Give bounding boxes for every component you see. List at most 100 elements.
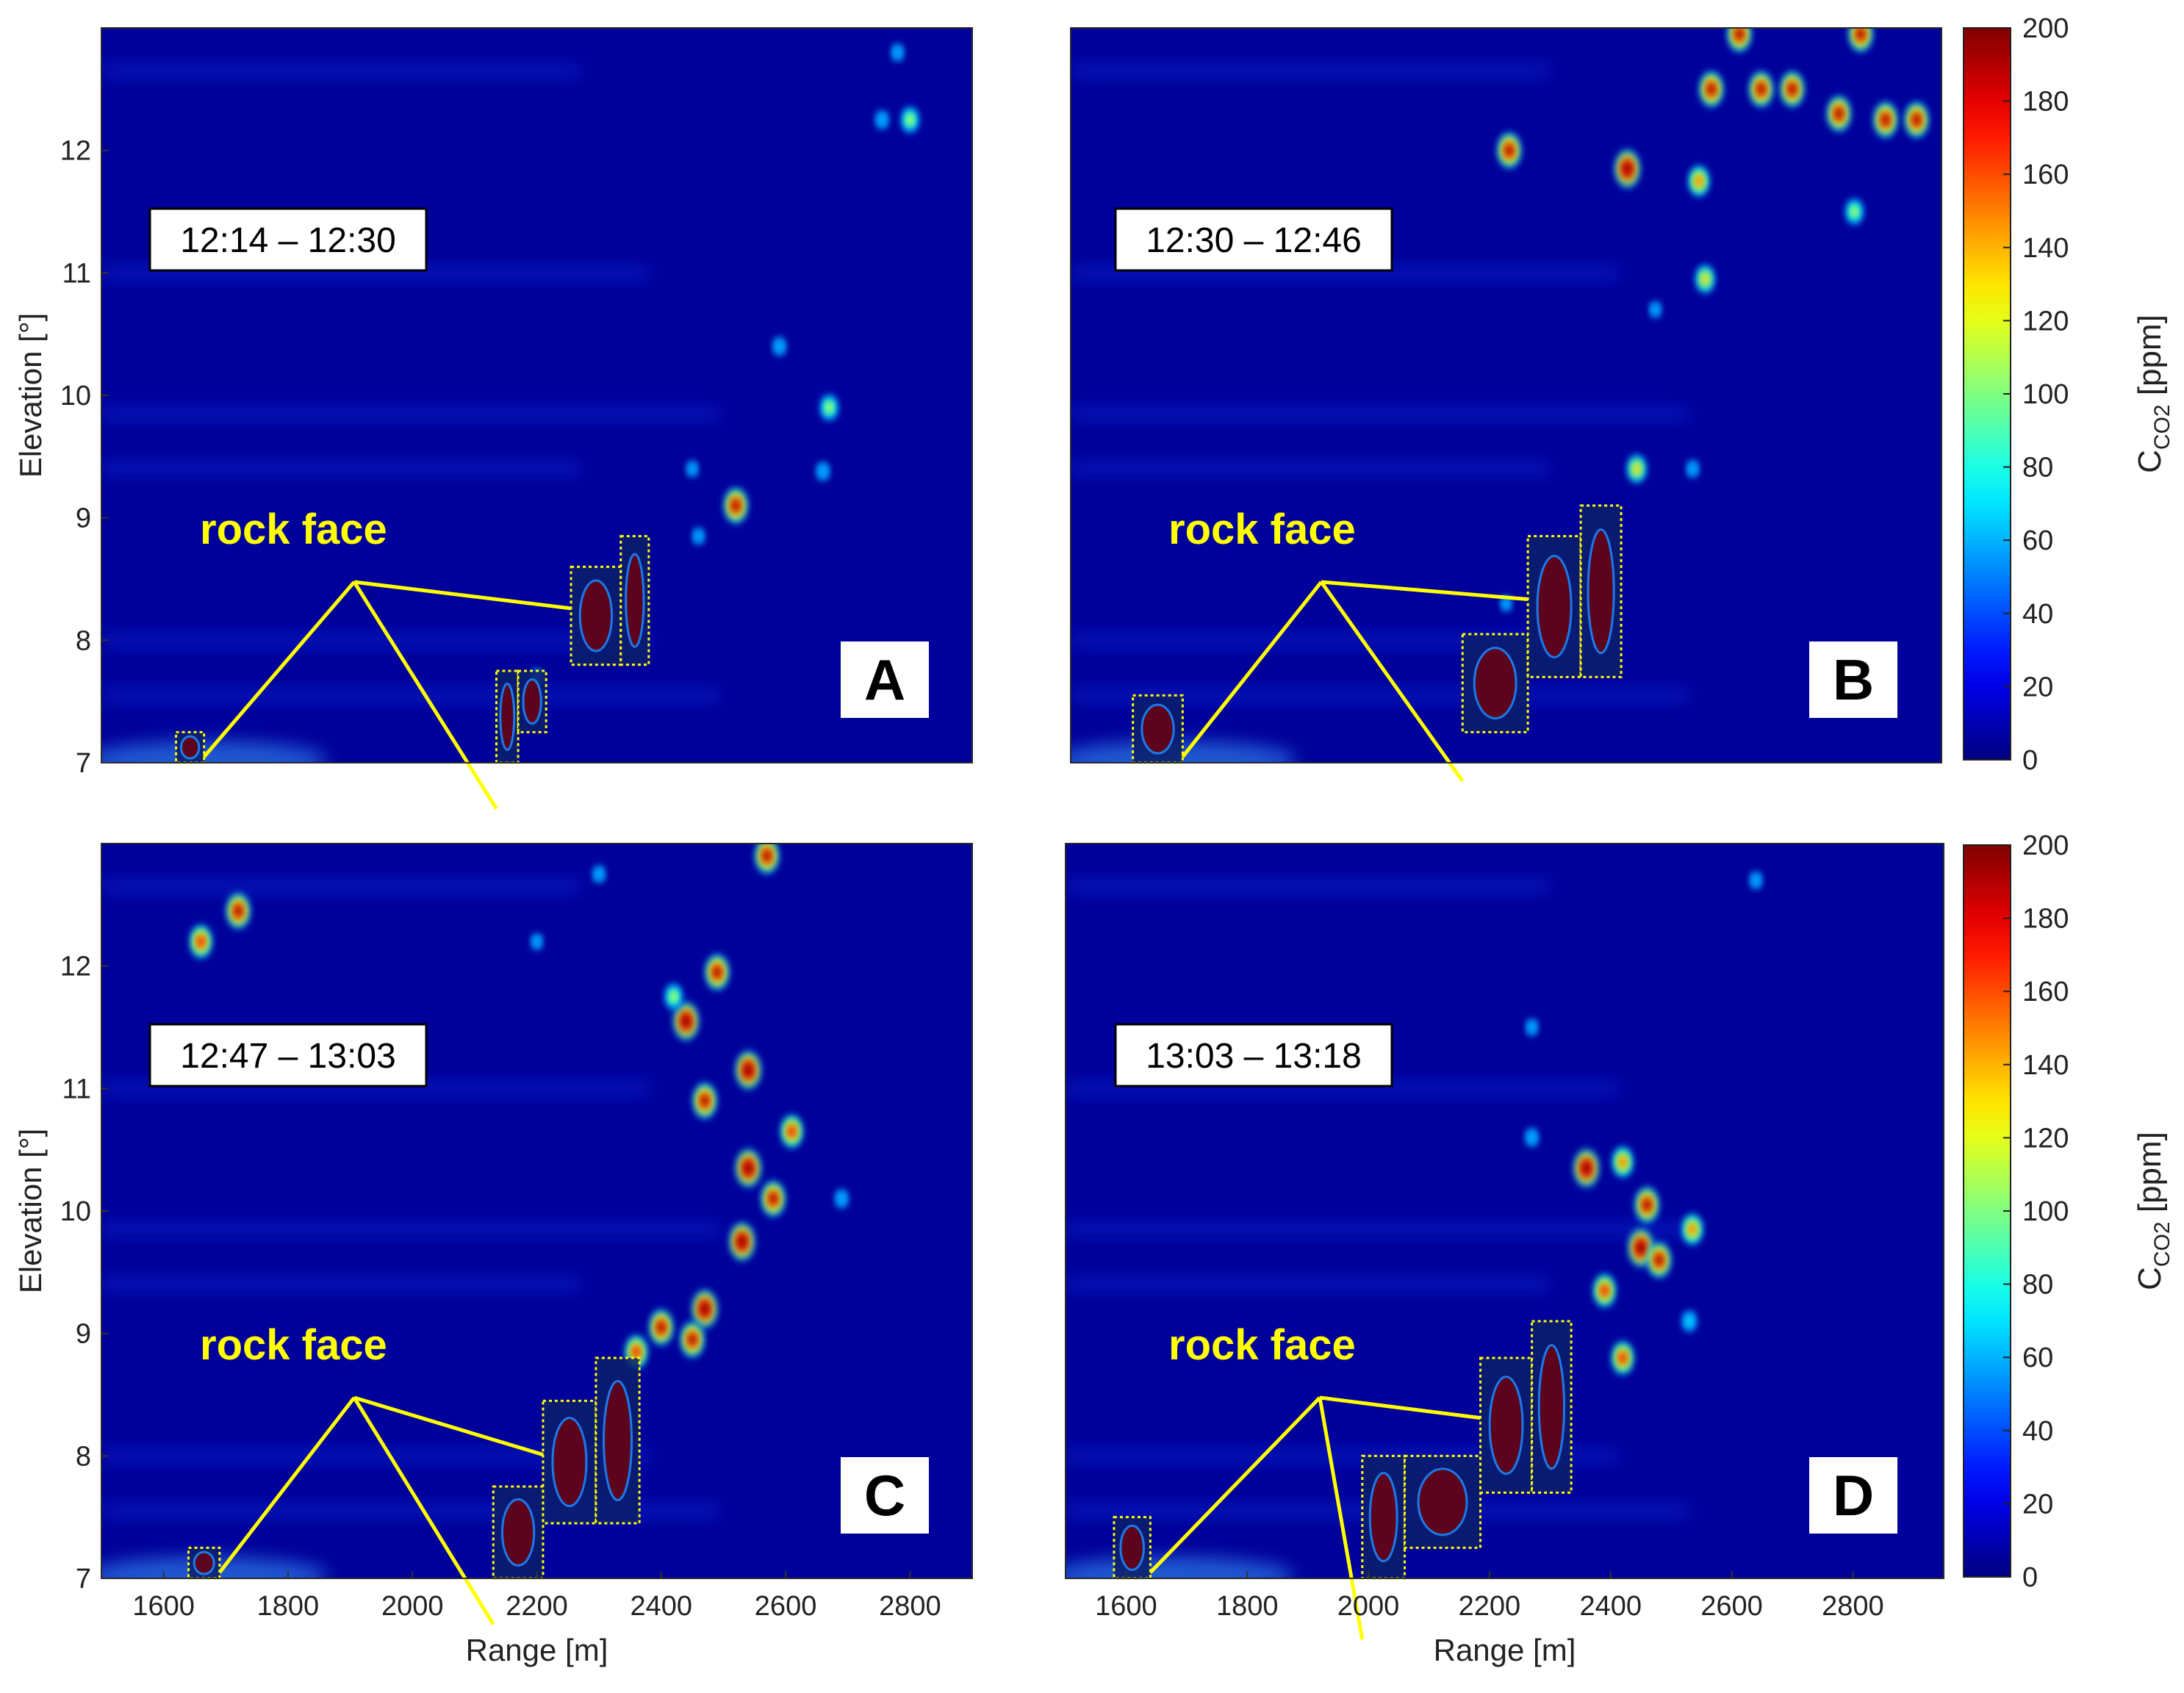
background-band	[101, 406, 720, 421]
x-tick-label: 1800	[257, 1591, 320, 1622]
x-tick-label: 2800	[879, 1591, 941, 1622]
rock-face-region	[492, 1485, 545, 1580]
colorbar-tick-label: 40	[2022, 599, 2053, 630]
plume-hotspot	[1687, 459, 1699, 478]
plume-hotspot	[754, 844, 780, 875]
plume-hotspot	[1872, 101, 1898, 139]
rock-face-pointer	[218, 1396, 356, 1574]
x-tick-label: 2000	[1337, 1591, 1400, 1622]
plume-hotspot	[1727, 28, 1752, 54]
x-tick-label: 2400	[631, 1591, 693, 1622]
colorbar-tick-label: 140	[2022, 1050, 2069, 1081]
rock-face-pointer	[353, 1395, 544, 1457]
rock-face-pointer	[1318, 1397, 1365, 1640]
plume-hotspot	[1688, 164, 1710, 198]
rock-face-annotation: rock face	[200, 506, 572, 810]
x-tick-label: 2200	[506, 1591, 568, 1622]
plume-hotspot	[705, 953, 730, 991]
plume-hotspot	[735, 1049, 762, 1091]
rock-face-region	[517, 669, 547, 733]
rock-face-pointer	[202, 580, 356, 758]
background-band	[1066, 879, 1549, 894]
rock-face-region	[175, 730, 206, 764]
x-tick-label: 2600	[755, 1591, 817, 1622]
panel-letter-box	[1809, 1457, 1897, 1534]
plume-hotspot	[1845, 198, 1864, 226]
colorbar-tick-label: 20	[2022, 1489, 2053, 1520]
rock-face-region	[1526, 535, 1582, 678]
rock-face-pointer	[353, 580, 572, 611]
colorbar-tick-label: 180	[2022, 87, 2069, 118]
x-axis-label: Range [m]	[1434, 1633, 1576, 1667]
rock-face-label: rock face	[200, 506, 387, 553]
colorbar-tick-label: 100	[2022, 1196, 2069, 1227]
plume-hotspot	[1611, 1340, 1634, 1376]
plume-hotspot	[1848, 28, 1873, 54]
plume-hotspot	[1698, 70, 1724, 109]
rock-face-region	[1479, 1356, 1534, 1494]
y-tick-label: 11	[62, 1074, 91, 1104]
background-band	[1071, 688, 1689, 703]
colorbar-tick-label: 0	[2022, 745, 2038, 776]
y-tick-label: 11	[62, 258, 91, 289]
plume-hotspot	[761, 1179, 786, 1218]
ground-glow	[1071, 741, 1298, 763]
rock-face-region	[542, 1399, 597, 1525]
y-tick-label: 9	[76, 1319, 91, 1350]
time-window-label: 12:30 – 12:46	[1146, 221, 1362, 260]
time-window-box	[1114, 1023, 1393, 1088]
background-band	[101, 63, 581, 79]
rock-face-annotation: rock face	[200, 1321, 544, 1625]
y-tick-label: 8	[76, 1441, 91, 1472]
panel-c: rock face 12:47 – 13:03 C 7 8 9 10 11 12 Elevatio…	[13, 843, 973, 1667]
panel-letter-box	[841, 641, 929, 718]
rock-face-region	[595, 1356, 641, 1525]
plume-hotspot	[189, 924, 213, 960]
panel-letter-box	[1809, 641, 1897, 718]
plume-hotspot	[816, 461, 830, 481]
background-band	[101, 461, 581, 476]
rock-face-region	[1531, 1320, 1573, 1494]
background-band	[1071, 406, 1689, 421]
plume-hotspot	[735, 1147, 762, 1189]
plume-hotspot	[531, 932, 543, 950]
plume-hotspot	[772, 336, 786, 356]
background-band	[101, 879, 581, 894]
colorbar-label: CCO2 [ppm]	[2132, 1132, 2174, 1290]
ground-glow	[101, 741, 328, 763]
rock-face-region	[1132, 694, 1184, 764]
rock-face-pointer	[352, 580, 498, 810]
x-tick-label: 2400	[1579, 1591, 1642, 1622]
y-tick-label: 10	[60, 381, 91, 411]
colorbar-tick-label: 80	[2022, 453, 2053, 484]
plume-hotspot	[1592, 1273, 1617, 1309]
colorbar-tick-label: 60	[2022, 1342, 2053, 1373]
ground-glow	[1066, 1556, 1294, 1578]
background-band	[101, 688, 720, 703]
plume-hotspot	[728, 1221, 755, 1262]
y-tick-label: 8	[76, 625, 91, 656]
time-window-label: 12:14 – 12:30	[180, 221, 396, 260]
y-tick-label: 12	[60, 952, 91, 982]
colorbars-layer: 0 20 40 60 80 100 120 140 160 180 200 CCO2 [ppm] 0 20…	[1963, 13, 2174, 1593]
plume-hotspot	[1626, 453, 1647, 484]
y-tick-label: 7	[76, 748, 91, 779]
colorbar-tick-label: 120	[2022, 306, 2069, 337]
background-band	[101, 633, 650, 648]
rock-face-pointer	[1181, 580, 1323, 758]
rock-face-region	[495, 669, 520, 764]
background-band	[1066, 1222, 1689, 1237]
rock-face-annotation: rock face	[1149, 1321, 1481, 1640]
plot-frame	[1070, 27, 1942, 763]
rock-face-pointer	[1319, 1395, 1481, 1420]
time-window-label: 13:03 – 13:18	[1146, 1037, 1362, 1076]
plume-hotspot	[686, 460, 698, 478]
background-band	[101, 1448, 650, 1464]
plume-hotspot	[875, 109, 888, 130]
time-window-box	[148, 1023, 428, 1088]
time-window-box	[148, 207, 428, 272]
plume-hotspot	[1526, 1018, 1538, 1037]
plume-hotspot	[891, 43, 904, 62]
rock-face-pointer	[352, 1396, 495, 1625]
plot-frame	[1065, 843, 1944, 1579]
